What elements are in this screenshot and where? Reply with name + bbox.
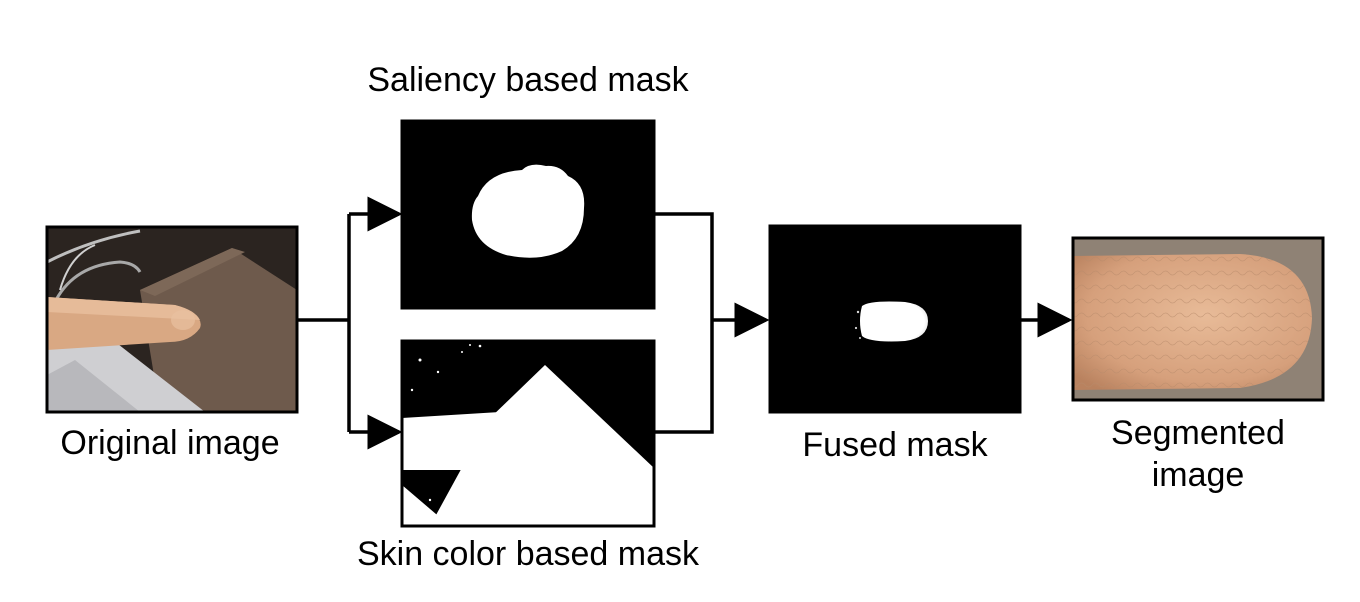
connectors (297, 196, 1073, 450)
label-segmented-line2: image (1151, 456, 1245, 494)
connector-merge (654, 212, 714, 434)
label-original-image: Original image (60, 424, 280, 462)
segmented-image (1073, 238, 1323, 400)
label-fused-mask: Fused mask (802, 426, 988, 464)
original-image (47, 227, 297, 412)
segmented-image-border (1071, 236, 1325, 402)
skin-mask (402, 341, 654, 526)
label-segmented-line1: Segmented (1111, 414, 1285, 452)
label-skin-mask: Skin color based mask (356, 535, 700, 573)
saliency-mask (402, 121, 654, 308)
label-saliency-mask: Saliency based mask (367, 61, 689, 99)
fused-mask (770, 226, 1020, 412)
